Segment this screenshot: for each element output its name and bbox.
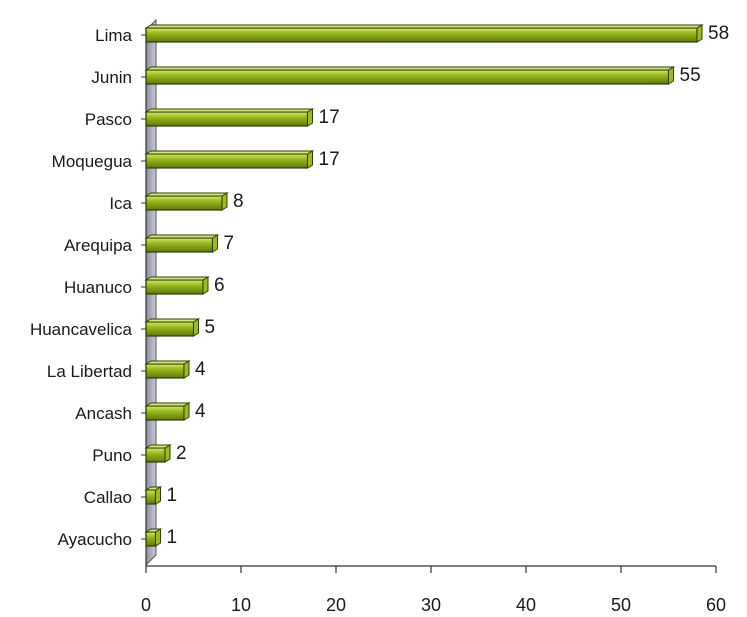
value-label: 7	[224, 233, 235, 254]
bar	[144, 108, 315, 127]
bar-top-face	[144, 318, 201, 323]
bar-body	[145, 111, 309, 127]
category-label: Arequipa	[64, 236, 133, 255]
value-label: 55	[680, 65, 701, 86]
category-label: Moquegua	[52, 152, 133, 171]
bar-body	[145, 69, 670, 85]
bar-top-face	[144, 192, 229, 197]
value-label: 17	[319, 149, 340, 170]
bar	[144, 318, 201, 337]
bar-body	[145, 531, 157, 547]
value-label: 58	[708, 23, 729, 44]
bar	[144, 24, 704, 43]
category-label: Huancavelica	[30, 320, 133, 339]
bar-top-face	[144, 66, 676, 71]
value-label: 17	[319, 107, 340, 128]
bar-top-face	[144, 108, 315, 113]
category-label: Puno	[92, 446, 132, 465]
category-label: La Libertad	[47, 362, 132, 381]
bar-end-cap	[307, 150, 313, 169]
x-tick-label: 40	[516, 595, 536, 615]
bar	[144, 360, 191, 379]
bar	[144, 234, 220, 253]
category-label: Ancash	[75, 404, 132, 423]
x-tick-label: 30	[421, 595, 441, 615]
bar-end-cap	[183, 402, 190, 421]
bar-body	[145, 405, 185, 421]
bar-body	[145, 279, 204, 295]
bar-end-cap	[668, 66, 674, 85]
value-label: 1	[167, 527, 178, 548]
bar-body	[145, 321, 195, 337]
bar-end-cap	[193, 318, 199, 337]
bar-end-cap	[155, 486, 161, 505]
x-tick-label: 60	[706, 595, 726, 615]
bar-end-cap	[164, 444, 171, 463]
value-label: 5	[205, 317, 216, 338]
x-tick-label: 20	[326, 595, 346, 615]
bar-body	[145, 447, 166, 463]
value-label: 1	[167, 485, 178, 506]
category-label: Ayacucho	[58, 530, 132, 549]
bar-end-cap	[221, 192, 228, 211]
bar	[144, 444, 172, 463]
bar-body	[145, 237, 214, 253]
bar	[144, 486, 163, 505]
category-label: Pasco	[85, 110, 132, 129]
bar-end-cap	[212, 234, 218, 253]
bar-body	[145, 195, 223, 211]
value-label: 6	[214, 275, 225, 296]
category-label: Ica	[109, 194, 132, 213]
category-label: Callao	[84, 488, 132, 507]
bar-end-cap	[696, 24, 703, 43]
bar-top-face	[144, 234, 220, 239]
bar-end-cap	[183, 360, 190, 379]
category-label: Junin	[91, 68, 132, 87]
bar	[144, 150, 315, 169]
bar-body	[145, 153, 309, 169]
bar-end-cap	[155, 528, 161, 547]
category-label: Lima	[95, 26, 132, 45]
value-label: 2	[176, 443, 187, 464]
bar	[144, 276, 210, 295]
x-tick-label: 10	[231, 595, 251, 615]
x-tick-label: 50	[611, 595, 631, 615]
value-label: 4	[195, 359, 206, 380]
bar-top-face	[144, 402, 191, 407]
category-label: Huanuco	[64, 278, 132, 297]
bar-top-face	[144, 360, 191, 365]
bar-end-cap	[307, 108, 313, 127]
bar-body	[145, 489, 157, 505]
bar-end-cap	[202, 276, 209, 295]
x-tick-label: 0	[141, 595, 151, 615]
value-label: 4	[195, 401, 206, 422]
bar	[144, 192, 229, 211]
bar-body	[145, 363, 185, 379]
bar-top-face	[144, 24, 704, 29]
bar	[144, 528, 163, 547]
bar-top-face	[144, 150, 315, 155]
value-label: 8	[233, 191, 244, 212]
bar-top-face	[144, 276, 210, 281]
bar	[144, 402, 191, 421]
bar	[144, 66, 676, 85]
bar-body	[145, 27, 698, 43]
